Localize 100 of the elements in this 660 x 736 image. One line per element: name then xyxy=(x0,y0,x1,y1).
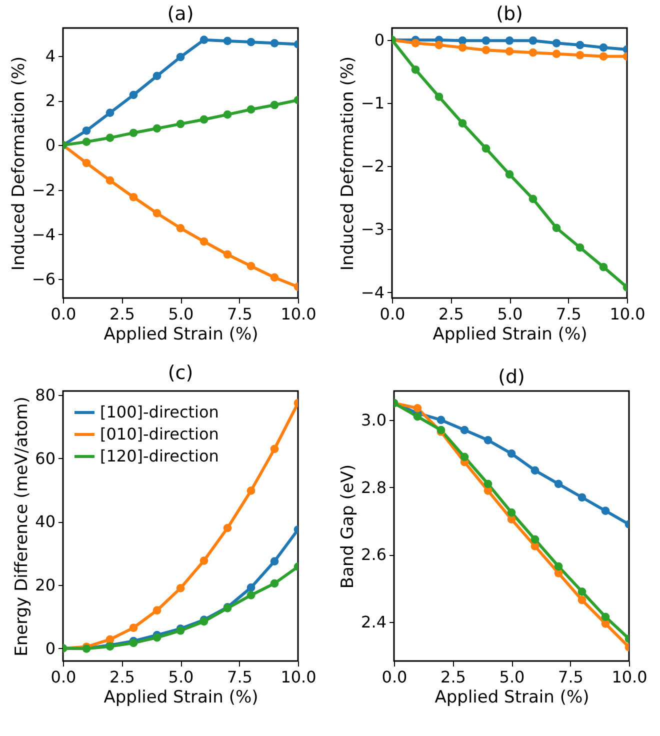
point xyxy=(270,273,279,282)
point xyxy=(270,444,279,454)
point xyxy=(458,43,467,52)
point xyxy=(246,262,256,270)
point xyxy=(411,38,420,48)
x-tick-label: 0.0 xyxy=(50,668,76,686)
x-tick-label: 2.5 xyxy=(110,668,135,686)
y-tick-label: 2.6 xyxy=(361,545,386,564)
x-tick-label: 0.0 xyxy=(380,304,406,324)
x-axis-title: Applied Strain (%) xyxy=(104,324,258,344)
point xyxy=(223,36,232,46)
point xyxy=(554,480,563,488)
chart-title: (b) xyxy=(496,3,523,25)
point xyxy=(576,243,584,252)
point xyxy=(505,170,514,179)
x-tick-label: 5.0 xyxy=(168,304,194,324)
y-tick-label: 4 xyxy=(45,46,56,66)
point xyxy=(246,590,256,600)
point xyxy=(552,38,561,48)
point xyxy=(152,606,162,615)
point xyxy=(576,50,584,60)
y-tick-label: 40 xyxy=(35,512,56,532)
x-tick-label: 10.0 xyxy=(280,668,316,686)
legend-label: [100]-direction xyxy=(100,402,219,422)
point xyxy=(578,493,586,502)
point xyxy=(552,224,561,232)
point xyxy=(82,158,91,168)
point xyxy=(200,556,208,565)
point xyxy=(152,124,162,133)
y-axis-title: Induced Deformation (%) xyxy=(338,56,358,271)
point xyxy=(505,47,514,56)
y-axis-title: Induced Deformation (%) xyxy=(8,56,29,271)
point xyxy=(246,38,256,46)
point xyxy=(152,633,162,642)
point xyxy=(270,100,279,110)
point xyxy=(599,43,608,52)
point xyxy=(505,36,514,45)
y-tick-label: −2 xyxy=(32,180,56,200)
y-tick-label: 2.8 xyxy=(361,478,386,497)
y-tick-label: −6 xyxy=(32,270,56,289)
x-tick-label: 10.0 xyxy=(612,668,648,686)
point xyxy=(530,466,540,475)
point xyxy=(434,92,444,101)
point xyxy=(507,508,516,517)
y-tick-label: 0 xyxy=(374,30,384,50)
point xyxy=(106,635,114,644)
point xyxy=(460,426,469,434)
point xyxy=(482,36,490,45)
x-tick-label: 2.5 xyxy=(110,304,135,324)
y-tick-label: 2.4 xyxy=(361,612,386,632)
legend-label: [010]-direction xyxy=(100,424,219,444)
point xyxy=(176,224,185,232)
x-axis-title: Applied Strain (%) xyxy=(432,324,588,344)
point xyxy=(458,119,467,128)
point xyxy=(460,452,469,462)
point xyxy=(82,138,91,146)
x-tick-label: 5.0 xyxy=(497,304,523,324)
chart-title: (c) xyxy=(168,362,194,384)
point xyxy=(106,108,114,117)
point xyxy=(129,90,138,100)
point xyxy=(599,262,608,272)
point xyxy=(434,40,444,50)
point xyxy=(601,612,610,622)
x-tick-label: 0.0 xyxy=(382,668,408,686)
x-tick-label: 7.5 xyxy=(558,668,584,686)
point xyxy=(200,115,208,124)
point xyxy=(554,562,563,571)
point xyxy=(246,486,256,495)
point xyxy=(200,36,208,44)
y-tick-label: −3 xyxy=(360,220,384,239)
x-tick-label: 2.5 xyxy=(438,304,464,324)
point xyxy=(270,39,279,48)
point xyxy=(270,557,279,566)
point xyxy=(270,579,279,588)
x-axis-title: Applied Strain (%) xyxy=(104,688,258,708)
point xyxy=(176,584,185,592)
y-tick-label: −4 xyxy=(360,282,384,302)
y-axis-title: Energy Difference (meV/atom) xyxy=(12,396,32,656)
point xyxy=(129,624,138,632)
x-tick-label: 10.0 xyxy=(610,304,646,324)
x-axis-title: Applied Strain (%) xyxy=(434,688,590,708)
x-tick-label: 10.0 xyxy=(280,304,316,324)
point xyxy=(482,46,490,54)
chart-title: (d) xyxy=(498,366,525,388)
point xyxy=(601,506,610,516)
point xyxy=(413,404,422,412)
y-tick-label: −4 xyxy=(32,224,56,244)
point xyxy=(223,524,232,532)
point xyxy=(578,587,586,596)
point xyxy=(484,480,492,488)
x-tick-label: 7.5 xyxy=(556,304,582,324)
point xyxy=(106,176,114,185)
x-tick-label: 7.5 xyxy=(227,668,252,686)
y-tick-label: 3.0 xyxy=(361,410,386,430)
x-tick-label: 7.5 xyxy=(227,304,252,324)
point xyxy=(507,449,516,458)
point xyxy=(528,194,538,204)
point xyxy=(458,36,467,45)
chart-title: (a) xyxy=(167,3,194,25)
x-tick-label: 2.5 xyxy=(440,668,466,686)
